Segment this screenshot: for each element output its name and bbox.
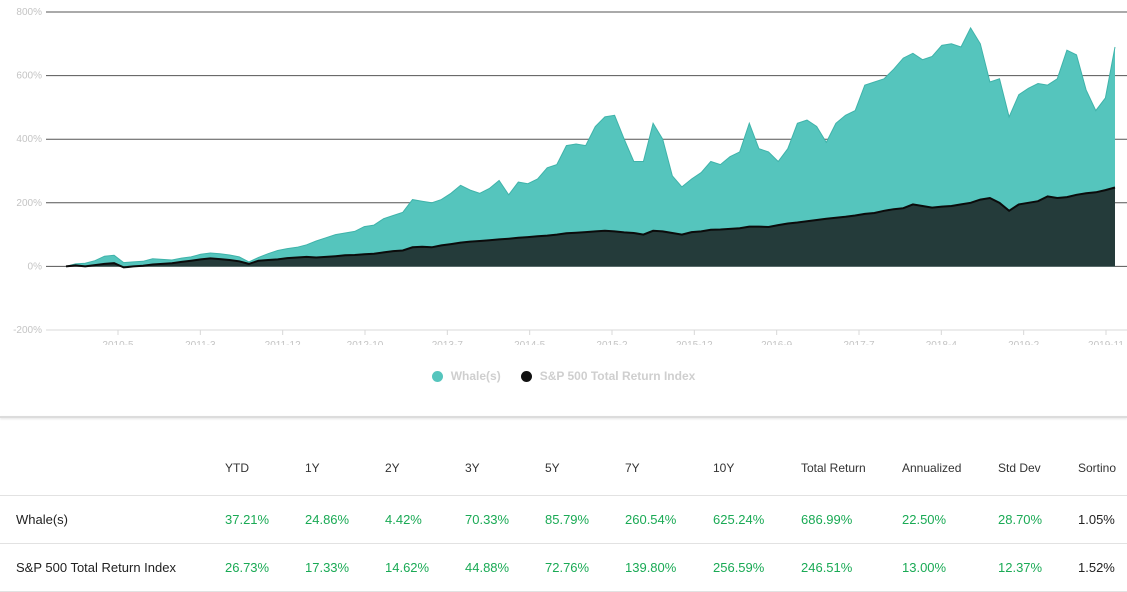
- x-tick-label: 2019-11: [1088, 340, 1124, 345]
- header-annualized: Annualized: [902, 441, 998, 496]
- y-tick-label: 400%: [16, 134, 42, 145]
- sp500-line: [65, 186, 1116, 269]
- cell-3y: 44.88%: [465, 543, 545, 592]
- cell-3y: 70.33%: [465, 495, 545, 544]
- header-10y: 10Y: [713, 441, 801, 496]
- x-tick-label: 2015-2: [596, 340, 628, 345]
- header-2y: 2Y: [385, 441, 465, 496]
- table-row: S&P 500 Total Return Index 26.73% 17.33%…: [0, 543, 1127, 592]
- cell-std-dev: 12.37%: [998, 543, 1078, 592]
- cell-5y: 72.76%: [545, 543, 625, 592]
- cell-annualized: 22.50%: [902, 495, 998, 544]
- y-tick-label: 800%: [16, 7, 42, 18]
- cell-ytd: 26.73%: [225, 543, 305, 592]
- table-header-row: YTD 1Y 2Y 3Y 5Y 7Y 10Y Total Return Annu…: [0, 441, 1127, 496]
- cell-2y: 14.62%: [385, 543, 465, 592]
- x-tick-label: 2012-10: [347, 340, 384, 345]
- x-tick-label: 2015-12: [676, 340, 713, 345]
- table-row: Whale(s) 37.21% 24.86% 4.42% 70.33% 85.7…: [0, 495, 1127, 544]
- section-divider: [0, 416, 1127, 418]
- x-tick-label: 2017-7: [843, 340, 875, 345]
- cell-sortino: 1.05%: [1078, 495, 1127, 544]
- legend-item-sp500[interactable]: S&P 500 Total Return Index: [520, 369, 696, 383]
- cell-7y: 139.80%: [625, 543, 713, 592]
- x-tick-label: 2011-12: [265, 340, 301, 345]
- cell-sortino: 1.52%: [1078, 543, 1127, 592]
- header-7y: 7Y: [625, 441, 713, 496]
- chart-legend: Whale(s) S&P 500 Total Return Index: [0, 366, 1127, 386]
- performance-chart: 800% 600% 400% 200% 0% -200% 2010-5 2011-3 2011-…: [13, 7, 1127, 345]
- x-tick-label: 2018-4: [926, 340, 958, 345]
- whales-area: [66, 27, 1115, 267]
- cell-10y: 256.59%: [713, 543, 801, 592]
- legend-label-sp500: S&P 500 Total Return Index: [539, 369, 696, 383]
- sp500-area: [66, 187, 1115, 268]
- cell-1y: 24.86%: [305, 495, 385, 544]
- cell-total-return: 246.51%: [801, 543, 902, 592]
- legend-label-whales: Whale(s): [450, 369, 501, 383]
- cell-2y: 4.42%: [385, 495, 465, 544]
- header-name: [0, 441, 225, 496]
- header-3y: 3Y: [465, 441, 545, 496]
- x-tick-label: 2019-2: [1008, 340, 1040, 345]
- legend-dot-sp500: [520, 370, 532, 382]
- legend-dot-whales: [431, 370, 443, 382]
- y-tick-label: -200%: [13, 325, 42, 336]
- x-tick-label: 2010-5: [102, 340, 134, 345]
- x-tick-label: 2016-9: [761, 340, 793, 345]
- x-tick-label: 2014-5: [514, 340, 546, 345]
- chart-svg: 800% 600% 400% 200% 0% -200% 2010-5 2011-3 2011-…: [13, 7, 1127, 345]
- x-tick-label: 2013-7: [432, 340, 464, 345]
- whales-line: [65, 26, 1116, 267]
- cell-std-dev: 28.70%: [998, 495, 1078, 544]
- header-1y: 1Y: [305, 441, 385, 496]
- cell-annualized: 13.00%: [902, 543, 998, 592]
- row-name: S&P 500 Total Return Index: [0, 543, 225, 592]
- header-ytd: YTD: [225, 441, 305, 496]
- cell-1y: 17.33%: [305, 543, 385, 592]
- returns-table: YTD 1Y 2Y 3Y 5Y 7Y 10Y Total Return Annu…: [0, 441, 1127, 592]
- cell-5y: 85.79%: [545, 495, 625, 544]
- header-total-return: Total Return: [801, 441, 902, 496]
- legend-item-whales[interactable]: Whale(s): [431, 369, 501, 383]
- cell-ytd: 37.21%: [225, 495, 305, 544]
- y-tick-label: 200%: [16, 198, 42, 209]
- header-std-dev: Std Dev: [998, 441, 1078, 496]
- cell-10y: 625.24%: [713, 495, 801, 544]
- y-tick-label: 600%: [16, 71, 42, 82]
- header-sortino: Sortino: [1078, 441, 1127, 496]
- y-tick-label: 0%: [28, 261, 43, 272]
- cell-total-return: 686.99%: [801, 495, 902, 544]
- cell-7y: 260.54%: [625, 495, 713, 544]
- header-5y: 5Y: [545, 441, 625, 496]
- row-name: Whale(s): [0, 495, 225, 544]
- x-tick-label: 2011-3: [185, 340, 216, 345]
